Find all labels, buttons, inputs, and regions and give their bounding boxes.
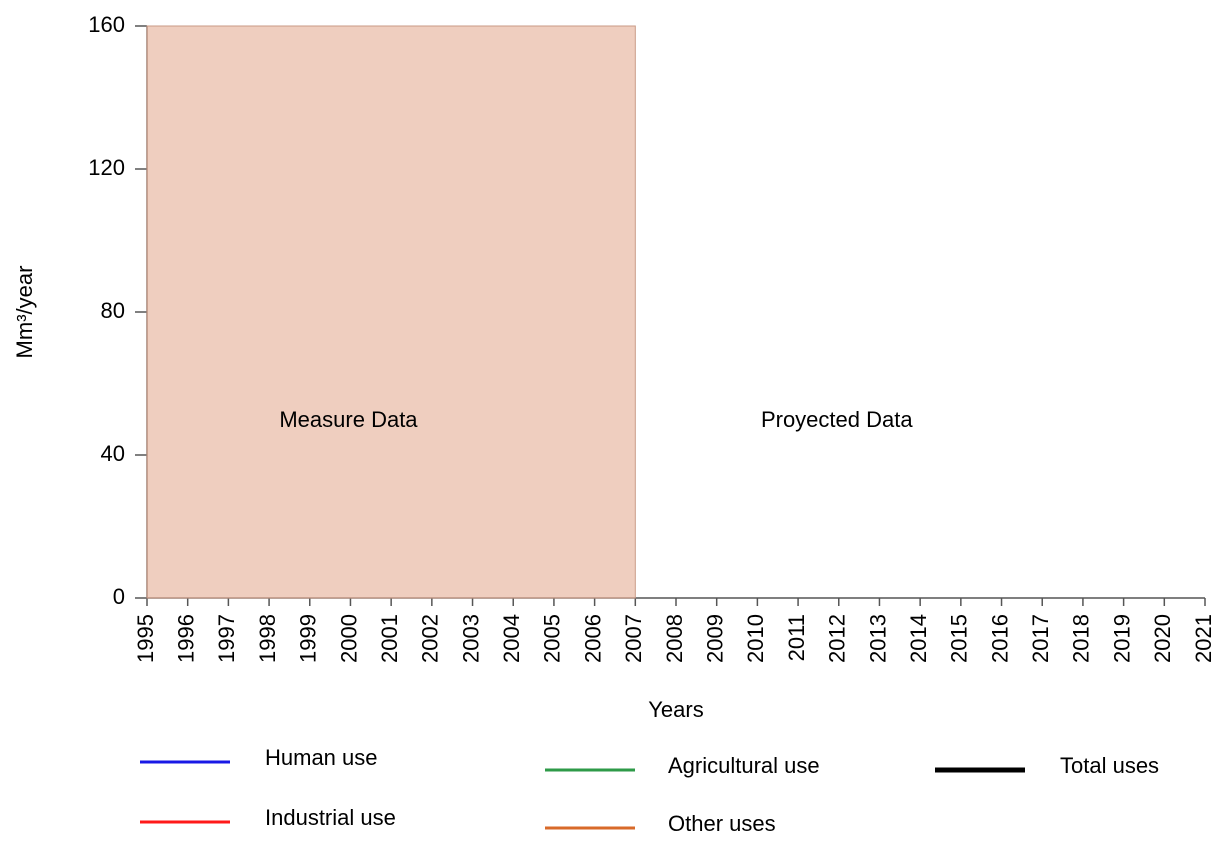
x-tick-label: 2012 <box>825 614 850 663</box>
x-tick-label: 2018 <box>1069 614 1094 663</box>
x-tick-label: 2006 <box>580 614 605 663</box>
y-tick-label: 80 <box>101 298 125 323</box>
y-tick-label: 40 <box>101 441 125 466</box>
x-tick-label: 2020 <box>1150 614 1175 663</box>
y-tick-label: 120 <box>88 155 125 180</box>
legend-label: Total uses <box>1060 753 1159 778</box>
x-tick-label: 2016 <box>987 614 1012 663</box>
x-tick-label: 2003 <box>458 614 483 663</box>
x-axis-label: Years <box>648 697 703 722</box>
region-label: Proyected Data <box>761 407 913 432</box>
x-tick-label: 2004 <box>499 614 524 663</box>
x-tick-label: 2013 <box>865 614 890 663</box>
x-tick-label: 2017 <box>1028 614 1053 663</box>
x-tick-label: 2019 <box>1109 614 1134 663</box>
y-tick-label: 0 <box>113 584 125 609</box>
y-axis-label: Mm³/year <box>12 266 37 359</box>
legend-label: Industrial use <box>265 805 396 830</box>
x-tick-label: 2014 <box>906 614 931 663</box>
x-tick-label: 2005 <box>540 614 565 663</box>
x-tick-label: 2007 <box>621 614 646 663</box>
x-tick-label: 2021 <box>1191 614 1216 663</box>
x-tick-label: 1995 <box>133 614 158 663</box>
region-label: Measure Data <box>279 407 418 432</box>
legend-label: Human use <box>265 745 378 770</box>
y-tick-label: 160 <box>88 12 125 37</box>
x-tick-label: 2001 <box>377 614 402 663</box>
x-tick-label: 1996 <box>174 614 199 663</box>
x-tick-label: 2008 <box>662 614 687 663</box>
x-tick-label: 1999 <box>296 614 321 663</box>
legend-label: Agricultural use <box>668 753 820 778</box>
x-tick-label: 2010 <box>743 614 768 663</box>
x-tick-label: 2002 <box>418 614 443 663</box>
x-tick-label: 1997 <box>214 614 239 663</box>
x-tick-label: 2000 <box>336 614 361 663</box>
x-tick-label: 1998 <box>255 614 280 663</box>
x-tick-label: 2011 <box>784 614 809 661</box>
x-tick-label: 2009 <box>703 614 728 663</box>
legend-label: Other uses <box>668 811 776 836</box>
measured-region <box>146 25 636 599</box>
x-tick-label: 2015 <box>947 614 972 663</box>
